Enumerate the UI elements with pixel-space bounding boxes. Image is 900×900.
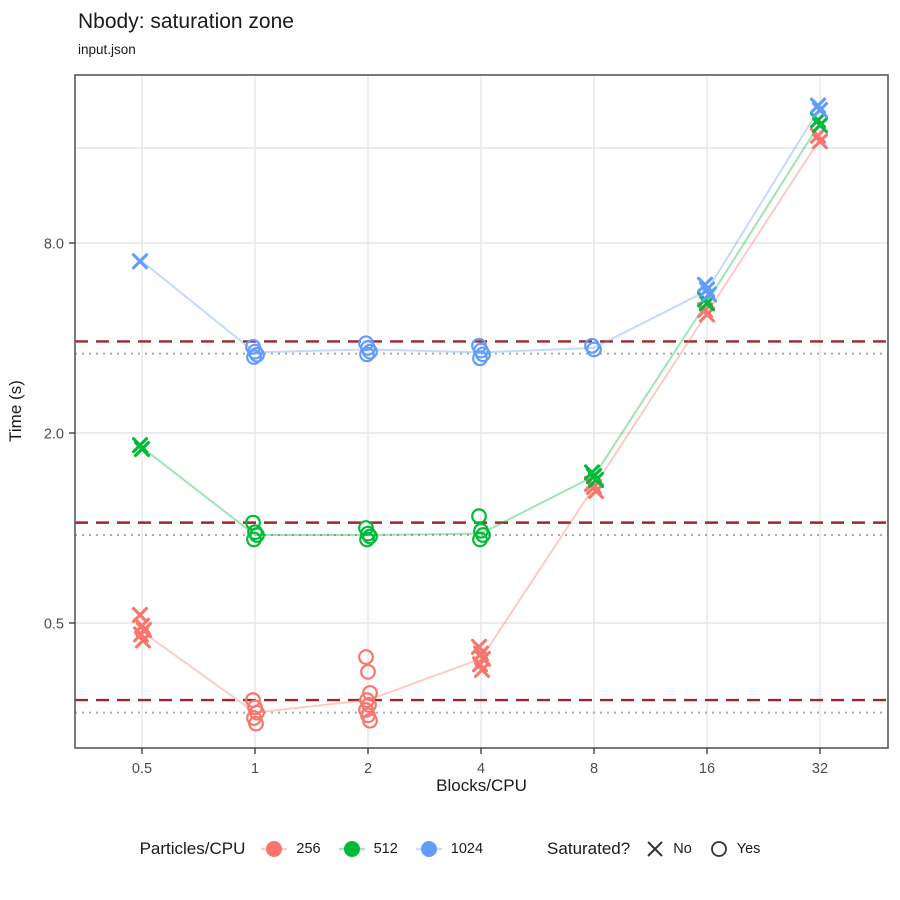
plot-panel: 0.5 1 2 4 8 16 32 0.5 2.0 8.0 — [44, 74, 889, 778]
legend-label: 512 — [373, 841, 398, 857]
point-circle-256 — [360, 663, 376, 680]
legend-item-1024: 1024 — [414, 838, 483, 860]
data-points — [131, 97, 829, 732]
point-circle-512 — [471, 508, 487, 525]
point-circle-512 — [472, 531, 488, 548]
legend-shape-items: No Yes — [644, 838, 760, 860]
legend-key-x-icon — [647, 841, 663, 857]
legend-color-title: Particles/CPU — [139, 839, 246, 858]
point-x-256 — [134, 632, 152, 649]
point-x-512 — [811, 117, 829, 134]
point-circle-512 — [246, 531, 262, 548]
legend-item-No: No — [644, 838, 692, 860]
point-circle-1024 — [472, 350, 488, 367]
legend-label: No — [673, 841, 692, 857]
legend-label: 1024 — [450, 841, 484, 857]
legend-item-Yes: Yes — [708, 838, 761, 860]
point-x-1024 — [811, 102, 829, 119]
point-circle-1024 — [475, 346, 491, 363]
legend-label: 256 — [296, 841, 321, 857]
point-circle-1024 — [359, 346, 375, 363]
legend-color-items: 256 512 1024 — [259, 838, 483, 860]
point-circle-1024 — [362, 343, 378, 360]
chart-subtitle: input.json — [78, 42, 136, 57]
legend-item-256: 256 — [259, 838, 321, 860]
point-circle-256 — [362, 685, 378, 701]
x-tick-label: 8 — [590, 761, 598, 777]
point-x-512 — [133, 440, 151, 458]
point-circle-1024 — [249, 346, 265, 363]
point-x-256 — [698, 306, 716, 323]
point-circle-512 — [362, 528, 378, 545]
point-circle-512 — [360, 525, 376, 542]
point-x-512 — [587, 471, 605, 488]
x-axis-title: Blocks/CPU — [436, 776, 527, 795]
x-tick-label: 16 — [699, 761, 715, 777]
legend-key-dot-icon — [338, 841, 365, 857]
dotted-ref-lines — [75, 352, 888, 714]
legend-shape-group: Saturated? No Yes — [547, 838, 760, 860]
point-x-256 — [473, 661, 491, 678]
point-x-256 — [587, 482, 605, 500]
y-tick-label: 2.0 — [44, 427, 64, 443]
y-axis-title: Time (s) — [6, 380, 25, 442]
point-circle-256 — [362, 712, 378, 729]
legend-key-dot-icon — [261, 841, 288, 857]
point-circle-256 — [248, 715, 264, 732]
x-tick-label: 2 — [364, 761, 372, 777]
point-circle-1024 — [586, 341, 602, 358]
x-tick-label: 32 — [812, 761, 828, 777]
point-x-256 — [811, 133, 829, 150]
point-x-1024 — [809, 97, 827, 114]
gridlines — [75, 75, 888, 748]
point-x-1024 — [131, 253, 149, 270]
point-circle-1024 — [247, 343, 263, 360]
legend-label: Yes — [736, 841, 761, 857]
y-tick-label: 8.0 — [44, 237, 64, 253]
legend-color-group: Particles/CPU 256 512 1024 — [140, 838, 483, 860]
x-tick-label: 0.5 — [132, 761, 152, 777]
legend: Particles/CPU 256 512 1024 Saturated? No Ye… — [0, 838, 900, 860]
point-x-1024 — [700, 286, 718, 303]
point-circle-512 — [359, 531, 375, 548]
axis-ticks-labels: 0.5 1 2 4 8 16 32 0.5 2.0 8.0 — [44, 237, 828, 778]
x-tick-label: 1 — [251, 761, 259, 777]
x-tick-label: 4 — [477, 761, 485, 777]
point-circle-256 — [358, 649, 374, 665]
point-circle-512 — [247, 524, 263, 541]
chart-title: Nbody: saturation zone — [78, 10, 294, 33]
point-circle-1024 — [246, 349, 262, 365]
y-tick-label: 0.5 — [44, 617, 64, 633]
legend-item-512: 512 — [337, 838, 398, 860]
legend-shape-title: Saturated? — [547, 839, 631, 858]
legend-key-circle-icon — [710, 841, 727, 857]
legend-key-dot-icon — [415, 841, 442, 857]
